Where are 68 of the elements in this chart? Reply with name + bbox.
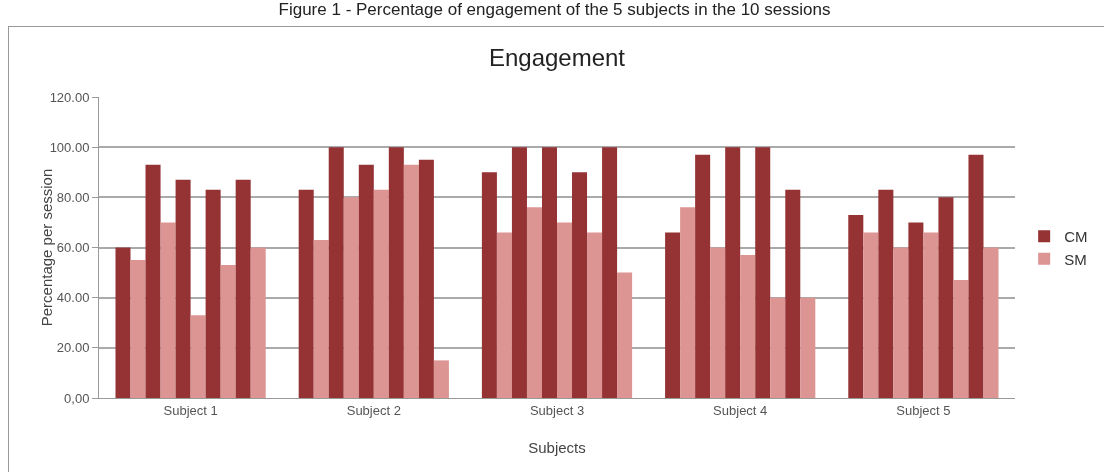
bar: [617, 272, 633, 398]
bar: [878, 189, 894, 398]
bar: [250, 247, 266, 398]
bar: [160, 222, 176, 398]
bar: [938, 197, 954, 398]
bar: [541, 147, 557, 398]
bar: [923, 232, 939, 398]
bar: [511, 147, 527, 398]
x-axis-title: Subjects: [528, 439, 586, 456]
bar: [190, 315, 206, 398]
bar: [433, 360, 449, 398]
bar: [785, 189, 801, 398]
bar: [328, 147, 344, 398]
chart-title: Engagement: [488, 44, 626, 72]
bar: [680, 207, 696, 398]
bar: [602, 147, 618, 398]
bar: [481, 172, 497, 398]
bar: [665, 232, 681, 398]
bar: [418, 159, 434, 398]
x-tick-label: Subject 5: [896, 402, 951, 418]
y-tick-label: 20.00: [56, 340, 90, 356]
y-axis-title: Percentage per session: [37, 168, 55, 327]
bar: [205, 189, 221, 398]
bar: [908, 222, 924, 398]
bar: [572, 172, 588, 398]
bar: [740, 255, 756, 398]
bar: [587, 232, 603, 398]
bar: [710, 247, 726, 398]
bar: [343, 197, 359, 398]
bar: [770, 297, 786, 398]
x-tick-label: Subject 2: [346, 402, 401, 418]
bar: [388, 147, 404, 398]
y-tick-label: 60.00: [56, 240, 90, 256]
bar: [695, 154, 711, 398]
bar: [373, 189, 389, 398]
bar: [983, 247, 999, 398]
y-tick-label: 100.00: [49, 139, 90, 155]
y-tick-label: 80.00: [56, 189, 90, 205]
y-tick-label: 0,00: [64, 390, 90, 406]
bar: [145, 164, 161, 398]
legend-label: SM: [1064, 250, 1087, 268]
x-tick-label: Subject 3: [529, 402, 585, 418]
legend-label: CM: [1064, 228, 1088, 246]
bar: [496, 232, 512, 398]
y-tick-label: 120.00: [49, 89, 90, 105]
bar: [953, 280, 969, 398]
bar: [557, 222, 573, 398]
bar: [175, 179, 191, 398]
bar: [403, 164, 419, 398]
bar: [893, 247, 909, 398]
x-tick-label: Subject 4: [713, 402, 768, 418]
caption: Figure 1 - Percentage of engagement of the 5 subjects in the 10 sessions: [277, 0, 832, 20]
bar: [115, 247, 131, 398]
bar: [235, 179, 251, 398]
x-tick-label: Subject 1: [163, 402, 218, 418]
bar: [755, 147, 771, 398]
bar: [526, 207, 542, 398]
bar: [130, 260, 146, 398]
bar: [968, 154, 984, 398]
bar: [220, 265, 236, 398]
bar: [313, 239, 329, 398]
bar: [298, 189, 314, 398]
bar: [848, 214, 864, 398]
bar: [725, 147, 741, 398]
bar: [863, 232, 879, 398]
bar: [358, 164, 374, 398]
y-tick-label: 40.00: [56, 290, 90, 306]
bar: [800, 297, 816, 398]
